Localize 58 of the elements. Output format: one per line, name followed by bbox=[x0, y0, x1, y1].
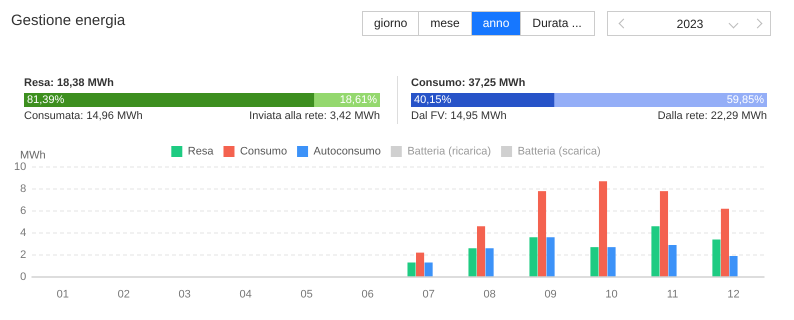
bar bbox=[407, 262, 416, 276]
chart-title: Resa: 18,38 MWh bbox=[24, 77, 114, 89]
bar bbox=[660, 191, 668, 276]
legend-label: Batteria (ricarica) bbox=[407, 146, 492, 158]
x-tick-label: 04 bbox=[240, 288, 252, 300]
text: Gestione energia bbox=[11, 12, 126, 29]
y-axis-title: MWh bbox=[20, 150, 46, 162]
x-tick-label: 11 bbox=[666, 288, 678, 300]
x-tick-label: 03 bbox=[178, 288, 191, 300]
bar bbox=[668, 244, 677, 276]
bar bbox=[720, 208, 730, 276]
bar bbox=[651, 226, 660, 276]
legend-label: Batteria (scarica) bbox=[518, 146, 601, 158]
text: Dalla rete: 22,29 MWh bbox=[658, 110, 767, 122]
bar bbox=[538, 191, 546, 276]
legend-label: Resa bbox=[188, 146, 214, 158]
data-label: 40,15% bbox=[414, 94, 452, 106]
bar bbox=[476, 226, 486, 276]
bar bbox=[546, 237, 555, 276]
x-tick-label: 12 bbox=[727, 288, 740, 300]
chart-title: Consumo: 37,25 MWh bbox=[411, 77, 526, 89]
bar bbox=[486, 248, 494, 276]
bar bbox=[529, 237, 538, 276]
text: Dal FV: 14,95 MWh bbox=[411, 110, 507, 122]
text: mese bbox=[418, 12, 471, 35]
x-tick-label: 06 bbox=[362, 288, 374, 300]
y-tick-label: 8 bbox=[20, 182, 26, 195]
data-label: 81,39% bbox=[27, 94, 65, 106]
bar bbox=[424, 262, 433, 276]
y-tick-label: 10 bbox=[14, 161, 26, 174]
legend-label: Autoconsumo bbox=[314, 146, 381, 158]
x-tick-label: 07 bbox=[422, 288, 435, 300]
x-tick-label: 02 bbox=[118, 288, 130, 300]
text: giorno bbox=[363, 12, 418, 35]
y-tick-label: 0 bbox=[20, 270, 26, 283]
bar bbox=[607, 247, 616, 276]
text: Inviata alla rete: 3,42 MWh bbox=[249, 110, 380, 122]
legend-label: Consumo bbox=[240, 146, 288, 158]
bar bbox=[598, 181, 608, 276]
data-label: 59,85% bbox=[726, 94, 764, 106]
text: Consumata: 14,96 MWh bbox=[24, 110, 143, 122]
x-tick-label: 09 bbox=[544, 288, 557, 300]
y-tick-label: 6 bbox=[20, 204, 26, 217]
x-tick-label: 05 bbox=[300, 288, 313, 300]
bar bbox=[712, 239, 720, 276]
bar bbox=[416, 252, 424, 276]
x-tick-label: 08 bbox=[483, 288, 496, 300]
y-tick-label: 4 bbox=[20, 226, 26, 239]
text: anno bbox=[470, 12, 520, 35]
bar bbox=[468, 248, 477, 276]
text: Durata ... bbox=[520, 12, 594, 35]
text: 2023 bbox=[676, 17, 704, 31]
x-tick-label: 10 bbox=[605, 288, 618, 300]
y-tick-label: 2 bbox=[20, 248, 26, 261]
bar bbox=[729, 256, 738, 276]
bar bbox=[590, 247, 599, 276]
data-label: 18,61% bbox=[340, 94, 378, 106]
x-tick-label: 01 bbox=[56, 288, 69, 300]
